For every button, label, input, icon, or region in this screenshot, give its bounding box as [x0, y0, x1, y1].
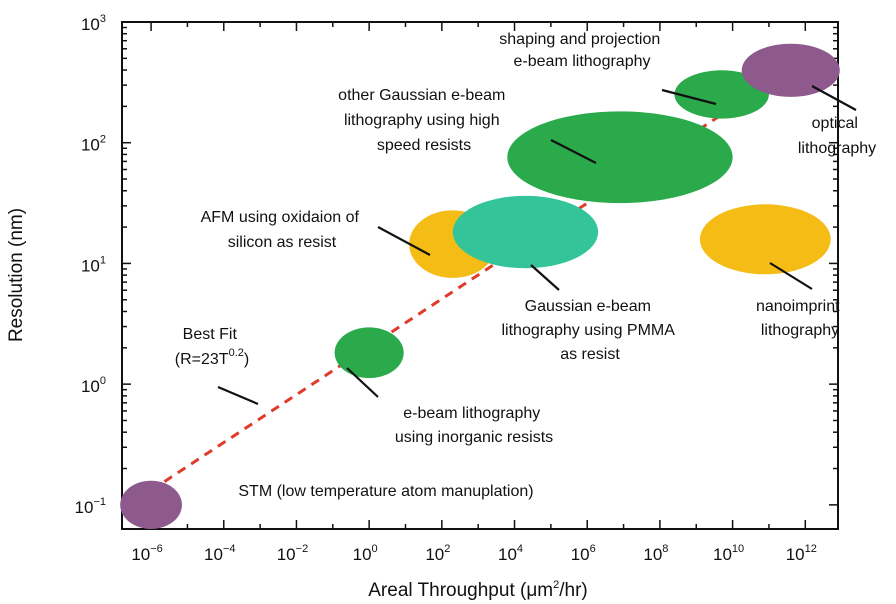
- y-tick-label: 101: [81, 254, 106, 275]
- y-tick-labels: 10−1 100 101 102 103: [75, 13, 106, 517]
- y-tick-label: 100: [81, 375, 106, 396]
- bubble-gaussian-high-speed: [507, 111, 733, 204]
- x-tick-label: 1010: [713, 543, 744, 564]
- leader-ebeam-inorganic: [346, 367, 379, 398]
- bubble-ebeam-inorganic: [334, 327, 404, 379]
- bubbles-group: [120, 43, 840, 529]
- annotation-afm: AFM using oxidaion of silicon as resist: [201, 209, 364, 251]
- y-axis-title: Resolution (nm): [6, 208, 27, 342]
- leader-gaussian-high-speed: [550, 139, 597, 164]
- bubble-shaping-projection: [674, 70, 769, 119]
- annotations: shaping and projection e-beam lithograph…: [175, 31, 876, 500]
- leader-afm: [377, 226, 431, 256]
- leader-optical: [811, 85, 857, 111]
- leader-best-fit: [217, 385, 259, 406]
- annotation-stm: STM (low temperature atom manuplation): [238, 483, 533, 500]
- bubble-nanoimprint: [699, 204, 831, 275]
- bubble-stm: [120, 480, 182, 529]
- annotation-nanoimprint: nanoimprint lithography: [756, 298, 844, 339]
- x-tick-label: 10−4: [204, 543, 235, 564]
- x-tick-label: 10−2: [277, 543, 308, 564]
- annotation-gaussian-pmma: Gaussian e-beam lithography using PMMA a…: [502, 298, 679, 363]
- x-tick-label: 1012: [786, 543, 817, 564]
- annotation-shaping-projection: shaping and projection e-beam lithograph…: [499, 31, 664, 70]
- y-tick-label: 103: [81, 13, 106, 34]
- x-tick-label: 102: [425, 543, 450, 564]
- leader-gaussian-pmma: [530, 264, 560, 291]
- annotation-optical: optical lithography: [798, 115, 876, 157]
- bubble-gaussian-pmma: [452, 195, 599, 269]
- x-tick-label: 108: [643, 543, 668, 564]
- bubble-optical: [741, 43, 840, 97]
- y-tick-label: 10−1: [75, 496, 106, 517]
- leader-shaping-projection: [661, 88, 717, 106]
- leader-lines-group: [217, 85, 857, 406]
- x-tick-label: 10−6: [131, 543, 162, 564]
- y-tick-label: 102: [81, 134, 106, 155]
- x-axis-title: Areal Throughput (μm2/hr): [368, 579, 587, 601]
- x-tick-label: 104: [498, 543, 523, 564]
- annotation-best-fit: Best Fit (R=23T0.2): [175, 326, 249, 368]
- annotation-ebeam-inorganic: e-beam lithography using inorganic resis…: [395, 405, 553, 446]
- annotation-gaussian-high-speed: other Gaussian e-beam lithography using …: [338, 87, 510, 154]
- leader-nanoimprint: [769, 262, 813, 290]
- x-tick-label: 106: [571, 543, 596, 564]
- x-tick-labels: 10−6 10−4 10−2 100 102 104 106 108 1010 1012: [131, 543, 817, 564]
- x-tick-label: 100: [353, 543, 378, 564]
